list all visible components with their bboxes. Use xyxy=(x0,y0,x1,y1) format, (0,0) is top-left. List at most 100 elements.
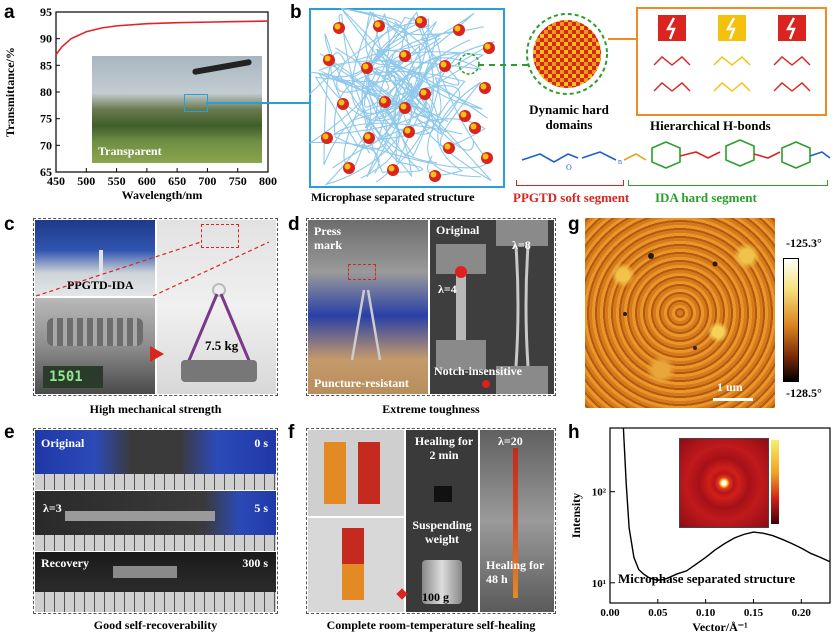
ruler-e2 xyxy=(35,535,276,551)
panel-f-photo-healed xyxy=(308,518,404,612)
panel-a-x-tick-label: 800 xyxy=(259,174,277,188)
panel-h-y-tick-label: 10² xyxy=(592,487,607,499)
panel-e-t0-label: 0 s xyxy=(254,436,268,450)
panel-f-letter: f xyxy=(288,422,295,443)
hbond-icons xyxy=(653,15,811,92)
panel-d-lambda4-label: λ=4 xyxy=(438,282,457,296)
panel-a-x-tick-label: 550 xyxy=(108,174,126,188)
panel-e-original-label: Original xyxy=(41,436,85,450)
clip xyxy=(434,486,452,502)
tweezer xyxy=(350,289,382,361)
recovered-strip xyxy=(113,566,177,578)
polymer-chain xyxy=(361,47,462,164)
polymer-chain xyxy=(351,10,483,115)
hard-domain-highlight xyxy=(404,127,411,134)
panel-a-x-tick-label: 500 xyxy=(77,174,95,188)
panel-g-letter: g xyxy=(568,214,580,235)
panel-d-press-label: Press mark xyxy=(314,224,342,252)
panel-c-photo-right: 7.5 kg xyxy=(157,220,276,394)
panel-c-weight-label: 7.5 kg xyxy=(205,338,239,353)
panel-e-lambda-label: λ=3 xyxy=(43,501,62,515)
hard-domain-highlight xyxy=(460,111,467,118)
ruler-e1 xyxy=(35,474,276,490)
panel-c-sample-label: PPGTD-IDA xyxy=(67,278,134,292)
panel-c-frame xyxy=(33,218,278,396)
hard-domain-highlight xyxy=(388,165,395,172)
ruler-e3 xyxy=(35,592,276,612)
hanging-strip xyxy=(181,283,257,382)
panel-h-x-tick-label: 0.20 xyxy=(792,607,812,619)
panel-g-scale-min: -128.5° xyxy=(786,386,822,400)
orange-strip xyxy=(324,442,346,504)
hard-domain-highlight xyxy=(374,21,381,28)
panel-d-lambda8-label: λ=8 xyxy=(512,238,531,252)
panel-h-inset-label: Microphase separated structure xyxy=(618,571,796,586)
panel-h-x-tick-label: 0.00 xyxy=(600,607,620,619)
healed-strip-red xyxy=(342,528,364,564)
afm-colorbar xyxy=(783,258,799,382)
panel-a-y-axis-label: Transmittance/% xyxy=(3,47,17,137)
panel-h-x-tick-label: 0.10 xyxy=(696,607,716,619)
hard-segment-bracket xyxy=(628,180,828,186)
polymer-chain xyxy=(321,14,442,164)
stretch-specimens xyxy=(436,220,548,394)
panel-h-saxs-chart: 0.00 0.05 0.10 0.15 0.20 10¹ 10² Vector/Å⁻¹ Inte… xyxy=(569,427,831,634)
panel-f-photo-strips xyxy=(308,430,404,516)
panel-g-scale-max: -125.3° xyxy=(786,236,822,250)
c-zoom-lines xyxy=(35,241,270,297)
panel-b-structure-diagram xyxy=(309,8,505,188)
panel-b-letter: b xyxy=(290,2,302,23)
panel-a-x-tick-label: 750 xyxy=(229,174,247,188)
a-b-connector xyxy=(206,102,310,104)
saxs-pattern xyxy=(679,438,769,528)
hard-domain-highlight xyxy=(420,89,427,96)
panel-d-original-label: Original xyxy=(436,223,480,237)
panel-e-frame xyxy=(33,428,278,614)
panel-a-x-tick-label: 700 xyxy=(198,174,216,188)
hard-domain-highlight xyxy=(322,133,329,140)
weight-cylinder xyxy=(422,560,462,604)
urea-motif xyxy=(713,82,751,92)
panel-f-heal48-label: Healing for 48 h xyxy=(486,558,545,586)
panel-e-photo-300s: Recovery 300 s xyxy=(35,552,276,612)
stretched-healed-strip xyxy=(513,448,518,598)
panel-f-weight-label: 100 g xyxy=(422,590,449,604)
hard-domain-highlight xyxy=(482,153,489,160)
urea-motif xyxy=(713,56,751,66)
hard-domain-highlight xyxy=(334,23,341,30)
panel-a-y-tick-label: 70 xyxy=(40,138,52,152)
hard-domain-highlight xyxy=(400,51,407,58)
panel-e-recovery-label: Recovery xyxy=(41,556,89,570)
panel-f-caption: Complete room-temperature self-healing xyxy=(326,618,536,632)
sphere-hbond-connector xyxy=(608,38,636,40)
hard-domain-highlight xyxy=(344,163,351,170)
zoom-box xyxy=(201,224,239,248)
panel-c-photo-bottom: 1501 xyxy=(35,298,155,394)
panel-h-intensity-line xyxy=(622,427,831,581)
panel-c-letter: c xyxy=(4,214,15,235)
stretched-strip xyxy=(65,511,215,521)
panel-e-caption: Good self-recoverability xyxy=(93,618,218,632)
panel-d-letter: d xyxy=(288,214,300,235)
c-red-arrow xyxy=(150,346,164,362)
panel-d-photo-left: Press mark Puncture-resistant xyxy=(308,220,428,394)
healed-strip-orange xyxy=(342,564,364,600)
panel-b-domains-label: Dynamic hard domains xyxy=(529,102,609,132)
hard-domain-highlight xyxy=(430,171,437,178)
b-domain-connector xyxy=(478,64,528,66)
hard-domain-highlight xyxy=(484,43,491,50)
panel-h-x-tick-label: 0.15 xyxy=(744,607,764,619)
soft-segment-bracket xyxy=(516,180,624,186)
hard-domain-highlight xyxy=(454,25,461,32)
panel-b-hbond-label: Hierarchical H-bonds xyxy=(650,118,771,133)
panel-d-photo-right: Original λ=8 λ=4 Notch-insensitive xyxy=(430,220,554,394)
panel-e-photo-0s: Original 0 s xyxy=(35,430,276,490)
svg-text:O: O xyxy=(566,163,572,172)
panel-f-photo-stretched: λ=20 Healing for 48 h xyxy=(480,430,554,612)
panel-f-lambda20-label: λ=20 xyxy=(498,434,523,448)
press-zoom-box xyxy=(348,264,376,280)
panel-d-frame xyxy=(306,218,556,396)
afm-phase-image: 1 um xyxy=(585,218,775,408)
scale-display: 1501 xyxy=(43,366,103,388)
urea-motif xyxy=(653,82,691,92)
